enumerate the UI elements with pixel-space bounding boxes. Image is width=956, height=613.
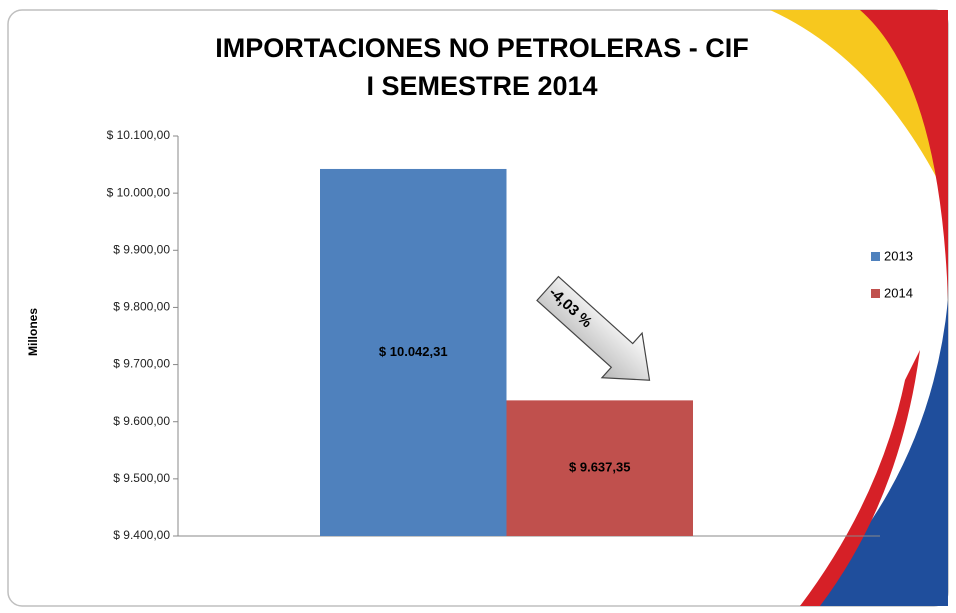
data-label: $ 10.042,31 bbox=[379, 344, 448, 359]
legend-swatch bbox=[871, 289, 880, 298]
y-tick-label: $ 10.100,00 bbox=[107, 128, 171, 142]
chart-title: IMPORTACIONES NO PETROLERAS - CIF bbox=[215, 33, 749, 63]
y-tick-label: $ 9.600,00 bbox=[113, 414, 170, 428]
legend-label: 2013 bbox=[884, 248, 913, 263]
decor-red bbox=[860, 10, 948, 300]
annotation-arrow bbox=[536, 275, 651, 381]
y-tick-label: $ 9.700,00 bbox=[113, 357, 170, 371]
bar bbox=[320, 168, 507, 537]
legend-swatch bbox=[871, 252, 880, 261]
chart-subtitle: I SEMESTRE 2014 bbox=[366, 71, 597, 101]
decor-red-2 bbox=[800, 350, 920, 606]
legend-label: 2014 bbox=[884, 285, 913, 300]
bar bbox=[506, 400, 693, 536]
y-axis-label: Millones bbox=[26, 308, 40, 356]
data-label: $ 9.637,35 bbox=[569, 460, 630, 475]
y-tick-label: $ 10.000,00 bbox=[107, 185, 171, 199]
y-tick-label: $ 9.500,00 bbox=[113, 471, 170, 485]
y-tick-label: $ 9.900,00 bbox=[113, 242, 170, 256]
y-tick-label: $ 9.800,00 bbox=[113, 300, 170, 314]
decor-blue bbox=[800, 300, 948, 606]
y-tick-label: $ 9.400,00 bbox=[113, 528, 170, 542]
